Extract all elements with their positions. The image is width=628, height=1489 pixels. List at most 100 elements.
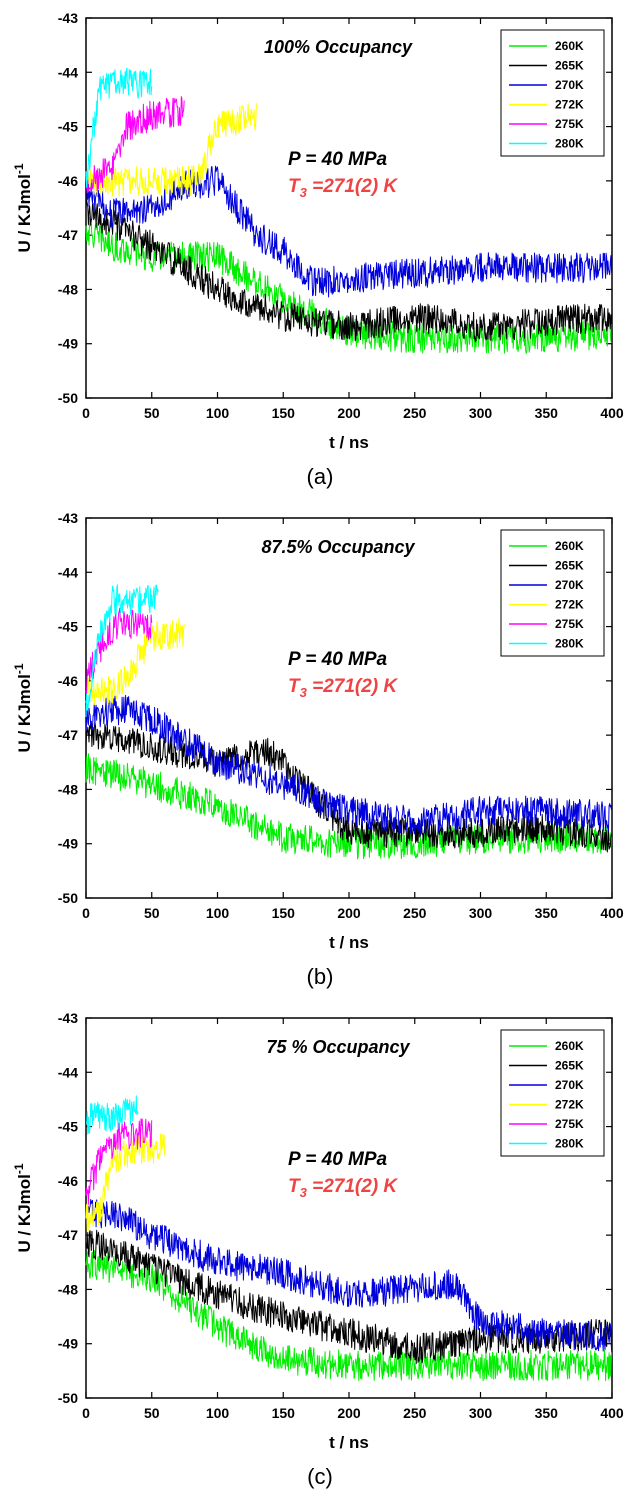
- x-tick-label: 350: [535, 905, 559, 921]
- y-tick-label: -50: [58, 890, 78, 906]
- legend-item-260k-label: 260K: [555, 39, 584, 53]
- y-tick-label: -48: [58, 281, 78, 297]
- x-tick-label: 300: [469, 905, 493, 921]
- legend-item-270k-label: 270K: [555, 578, 584, 592]
- x-axis-label: t / ns: [329, 1433, 369, 1452]
- y-tick-label: -44: [58, 64, 78, 80]
- chart-panel-a: 0 50 100 150 200 250 300 350 400 -50 -49 -48 -47 -46 -…: [12, 10, 624, 489]
- y-tick-label: -45: [58, 619, 78, 635]
- x-tick-label: 250: [403, 405, 427, 421]
- annotation-t3: T3 =271(2) K: [288, 1176, 398, 1200]
- annotation-t3-symbol: T: [288, 676, 301, 697]
- y-tick-label: -48: [58, 781, 78, 797]
- x-tick-label: 50: [144, 1405, 160, 1421]
- legend-box: [500, 529, 605, 657]
- series-line-270k: [85, 1199, 612, 1352]
- y-axis-label-group: U / KJmol-1: [12, 663, 34, 752]
- x-tick-label: 50: [144, 905, 160, 921]
- panel-caption: (a): [307, 464, 334, 489]
- y-axis-label-text: U / KJmol: [15, 174, 34, 252]
- x-tick-label: 400: [600, 405, 624, 421]
- series-line-270k: [85, 694, 612, 835]
- x-tick-label: 150: [272, 1405, 296, 1421]
- x-tick-label: 300: [469, 405, 493, 421]
- chart-panel-c: 0 50 100 150 200 250 300 350 400 -50 -49 -48 -47 -46 -…: [12, 1010, 624, 1489]
- annotation-t3: T3 =271(2) K: [288, 176, 398, 200]
- y-tick-label: -47: [58, 1227, 78, 1243]
- x-tick-label: 0: [82, 1405, 90, 1421]
- series-line-260k: [85, 753, 612, 860]
- y-axis-label-text: U / KJmol: [15, 1174, 34, 1252]
- x-tick-label: 100: [206, 405, 230, 421]
- annotation-t3-subscript: 3: [300, 685, 308, 700]
- panel-caption: (c): [307, 1464, 333, 1489]
- x-tick-label: 50: [144, 405, 160, 421]
- y-axis-label-group: U / KJmol-1: [12, 163, 34, 252]
- x-tick-label: 200: [337, 1405, 361, 1421]
- x-axis-label: t / ns: [329, 933, 369, 952]
- x-tick-label: 300: [469, 1405, 493, 1421]
- annotation-t3-subscript: 3: [300, 1185, 308, 1200]
- x-tick-label: 400: [600, 905, 624, 921]
- annotation-t3: T3 =271(2) K: [288, 676, 398, 700]
- legend-item-272k-label: 272K: [555, 598, 584, 612]
- series-line-260k: [85, 1250, 612, 1382]
- x-tick-label: 0: [82, 905, 90, 921]
- annotation-t3-value: =271(2) K: [307, 1176, 399, 1197]
- chart-panel-b: 0 50 100 150 200 250 300 350 400 -50 -49 -48 -47 -46 -…: [12, 510, 624, 989]
- annotation-pressure: P = 40 MPa: [288, 149, 388, 170]
- y-tick-label: -50: [58, 1390, 78, 1406]
- legend-item-260k-label: 260K: [555, 1039, 584, 1053]
- panel-title: 87.5% Occupancy: [261, 537, 415, 557]
- x-tick-label: 150: [272, 905, 296, 921]
- x-tick-label: 350: [535, 1405, 559, 1421]
- panel-title: 100% Occupancy: [264, 37, 413, 57]
- legend-item-260k-label: 260K: [555, 539, 584, 553]
- y-tick-label: -47: [58, 227, 78, 243]
- series-line-275k: [85, 96, 185, 194]
- legend: 260K 265K 270K 272K 275K 280K: [500, 529, 605, 657]
- x-tick-label: 0: [82, 405, 90, 421]
- series-line-275k: [85, 1118, 153, 1205]
- annotation-t3-subscript: 3: [300, 185, 308, 200]
- series-line-272k: [85, 618, 185, 706]
- y-axis-label: U / KJmol-1: [12, 1163, 34, 1252]
- legend-item-275k-label: 275K: [555, 1117, 584, 1131]
- x-tick-label: 200: [337, 905, 361, 921]
- x-tick-label: 350: [535, 405, 559, 421]
- y-tick-label: -44: [58, 564, 78, 580]
- series-group: [85, 67, 612, 354]
- legend-item-272k-label: 272K: [555, 1098, 584, 1112]
- annotation-t3-symbol: T: [288, 176, 301, 197]
- legend: 260K 265K 270K 272K 275K 280K: [500, 1029, 605, 1157]
- legend-item-265k-label: 265K: [555, 1059, 584, 1073]
- series-line-265k: [85, 199, 612, 343]
- annotation-t3-value: =271(2) K: [307, 676, 399, 697]
- annotation-pressure: P = 40 MPa: [288, 649, 388, 670]
- legend-item-265k-label: 265K: [555, 559, 584, 573]
- y-tick-label: -49: [58, 1336, 78, 1352]
- y-axis-label-superscript: -1: [12, 663, 26, 674]
- series-line-272k: [85, 103, 257, 197]
- x-tick-label: 250: [403, 1405, 427, 1421]
- y-tick-label: -46: [58, 173, 78, 189]
- y-tick-label: -49: [58, 336, 78, 352]
- legend-item-270k-label: 270K: [555, 1078, 584, 1092]
- x-tick-label: 100: [206, 905, 230, 921]
- y-tick-label: -48: [58, 1281, 78, 1297]
- legend-item-275k-label: 275K: [555, 617, 584, 631]
- series-line-280k: [85, 584, 159, 718]
- legend-item-280k-label: 280K: [555, 1137, 584, 1151]
- panel-caption: (b): [307, 964, 334, 989]
- y-tick-label: -45: [58, 119, 78, 135]
- x-tick-label: 100: [206, 1405, 230, 1421]
- y-axis-label-superscript: -1: [12, 1163, 26, 1174]
- series-line-265k: [85, 1229, 612, 1365]
- y-axis-label: U / KJmol-1: [12, 163, 34, 252]
- annotation-pressure: P = 40 MPa: [288, 1149, 388, 1170]
- y-tick-label: -49: [58, 836, 78, 852]
- y-axis-label-text: U / KJmol: [15, 674, 34, 752]
- x-tick-label: 150: [272, 405, 296, 421]
- legend-item-275k-label: 275K: [555, 117, 584, 131]
- y-tick-label: -44: [58, 1064, 78, 1080]
